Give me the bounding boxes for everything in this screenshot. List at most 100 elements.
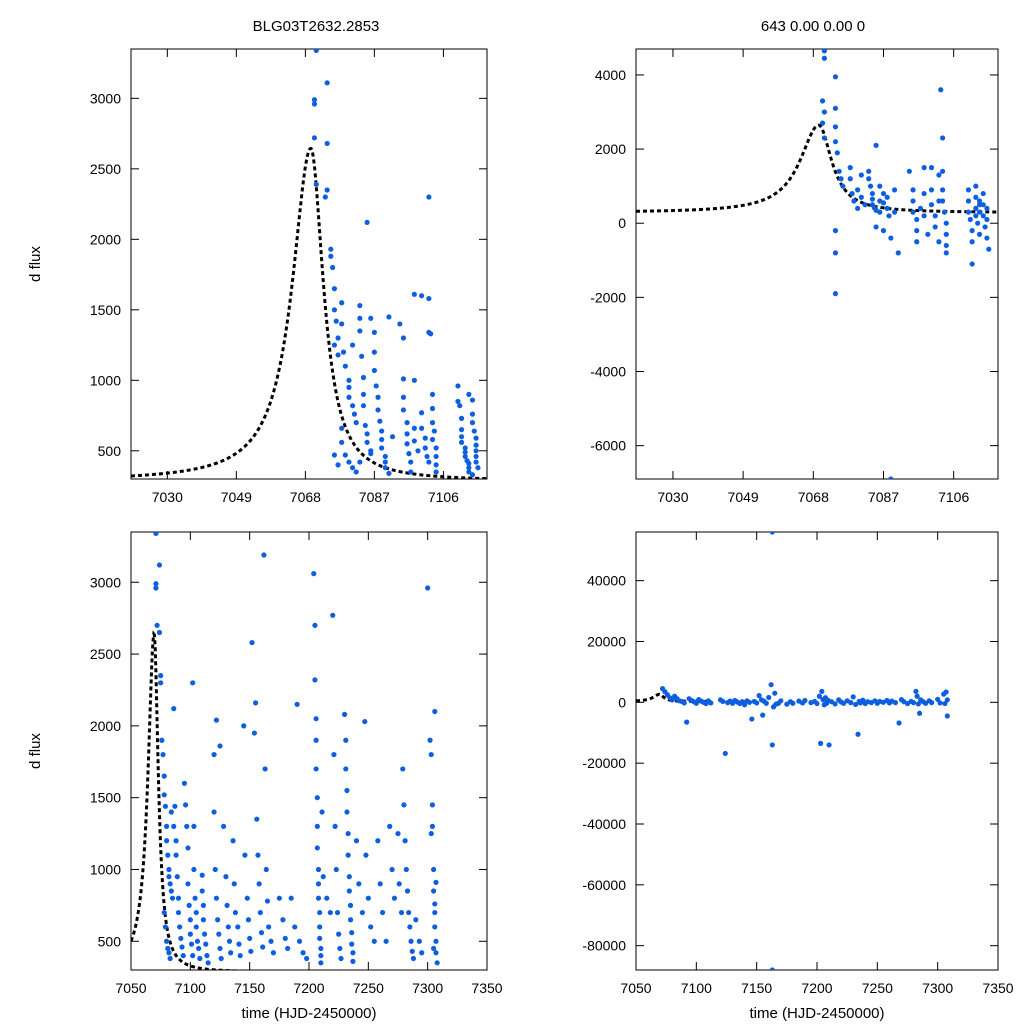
data-point	[432, 909, 438, 916]
data-point	[408, 938, 414, 944]
data-point	[821, 109, 827, 115]
data-point	[332, 823, 338, 829]
data-point	[237, 953, 243, 959]
data-point	[180, 953, 186, 959]
data-point	[373, 383, 379, 389]
data-point	[473, 448, 479, 454]
data-point	[976, 202, 983, 208]
data-point	[462, 445, 468, 451]
data-point	[821, 135, 827, 141]
data-point	[943, 250, 949, 256]
data-point	[260, 944, 266, 950]
x-tick-label: 7100	[175, 980, 206, 996]
data-point	[318, 953, 324, 959]
plot-frame	[635, 48, 999, 480]
data-point	[848, 700, 854, 706]
data-point	[832, 291, 839, 297]
data-point	[410, 955, 417, 962]
data-point	[419, 425, 425, 431]
data-point	[242, 852, 248, 858]
data-point	[766, 694, 772, 701]
data-point	[328, 246, 334, 252]
data-point	[406, 451, 412, 457]
data-point	[197, 955, 203, 962]
y-tick-label: 20000	[587, 634, 626, 650]
data-point	[892, 700, 899, 706]
data-point	[285, 945, 291, 952]
x-tick-label: 7087	[868, 489, 899, 505]
data-point	[976, 198, 983, 204]
data-point	[877, 183, 883, 189]
data-point	[411, 377, 417, 383]
data-point	[395, 830, 401, 837]
data-point	[917, 205, 924, 211]
x-axis-label: time (HJD-2450000)	[749, 1005, 884, 1022]
data-point	[473, 459, 479, 465]
data-point	[382, 453, 388, 460]
data-point	[368, 451, 374, 457]
y-tick-label: 1500	[90, 302, 121, 318]
data-point	[311, 97, 318, 103]
y-tick-label: 500	[98, 933, 122, 949]
data-point	[224, 902, 230, 908]
data-point	[819, 98, 826, 104]
x-tick-label: 7106	[938, 489, 969, 505]
data-point	[314, 823, 320, 829]
data-point	[973, 183, 979, 189]
data-point	[428, 830, 434, 837]
data-point	[402, 838, 408, 844]
data-point	[314, 845, 320, 851]
data-point	[891, 209, 898, 215]
data-point	[407, 924, 413, 930]
data-point	[433, 879, 439, 886]
data-point	[368, 924, 374, 930]
data-point	[778, 698, 784, 704]
data-point	[362, 422, 368, 429]
data-point	[377, 881, 383, 887]
y-tick-label: 0	[618, 694, 626, 710]
x-tick-label: 7150	[234, 980, 265, 996]
data-point	[855, 731, 861, 737]
data-point	[362, 718, 368, 725]
data-point	[262, 766, 268, 772]
data-point	[434, 960, 440, 966]
data-point	[693, 700, 699, 706]
x-tick-label: 7300	[922, 980, 953, 996]
data-point	[177, 924, 183, 930]
data-point	[159, 737, 165, 743]
data-point	[921, 190, 927, 197]
data-point	[424, 453, 430, 460]
data-point	[344, 787, 350, 794]
data-point	[466, 465, 472, 471]
data-point	[425, 585, 431, 591]
data-point	[834, 150, 840, 156]
data-point	[192, 895, 198, 901]
data-point	[921, 165, 927, 171]
data-point	[832, 228, 839, 234]
data-point	[160, 751, 166, 758]
data-point	[921, 213, 927, 219]
data-point	[976, 209, 983, 215]
data-point	[342, 711, 348, 717]
y-axis-label: d flux	[27, 733, 44, 769]
data-point	[832, 74, 839, 80]
data-point	[357, 315, 363, 321]
data-point	[458, 439, 465, 445]
data-point	[356, 881, 362, 887]
data-point	[411, 438, 417, 444]
data-point	[349, 342, 356, 348]
data-point	[156, 629, 163, 636]
data-point	[466, 460, 472, 467]
data-point	[363, 852, 369, 858]
data-point	[398, 909, 405, 916]
data-point	[331, 342, 338, 348]
x-tick-label: 7200	[801, 980, 832, 996]
x-tick-label: 7106	[428, 489, 459, 505]
data-point	[164, 938, 170, 944]
plot-area	[131, 532, 440, 970]
data-point	[349, 403, 356, 409]
data-point	[187, 917, 193, 923]
data-point	[457, 403, 463, 409]
data-point	[360, 374, 367, 381]
data-point	[821, 49, 827, 54]
